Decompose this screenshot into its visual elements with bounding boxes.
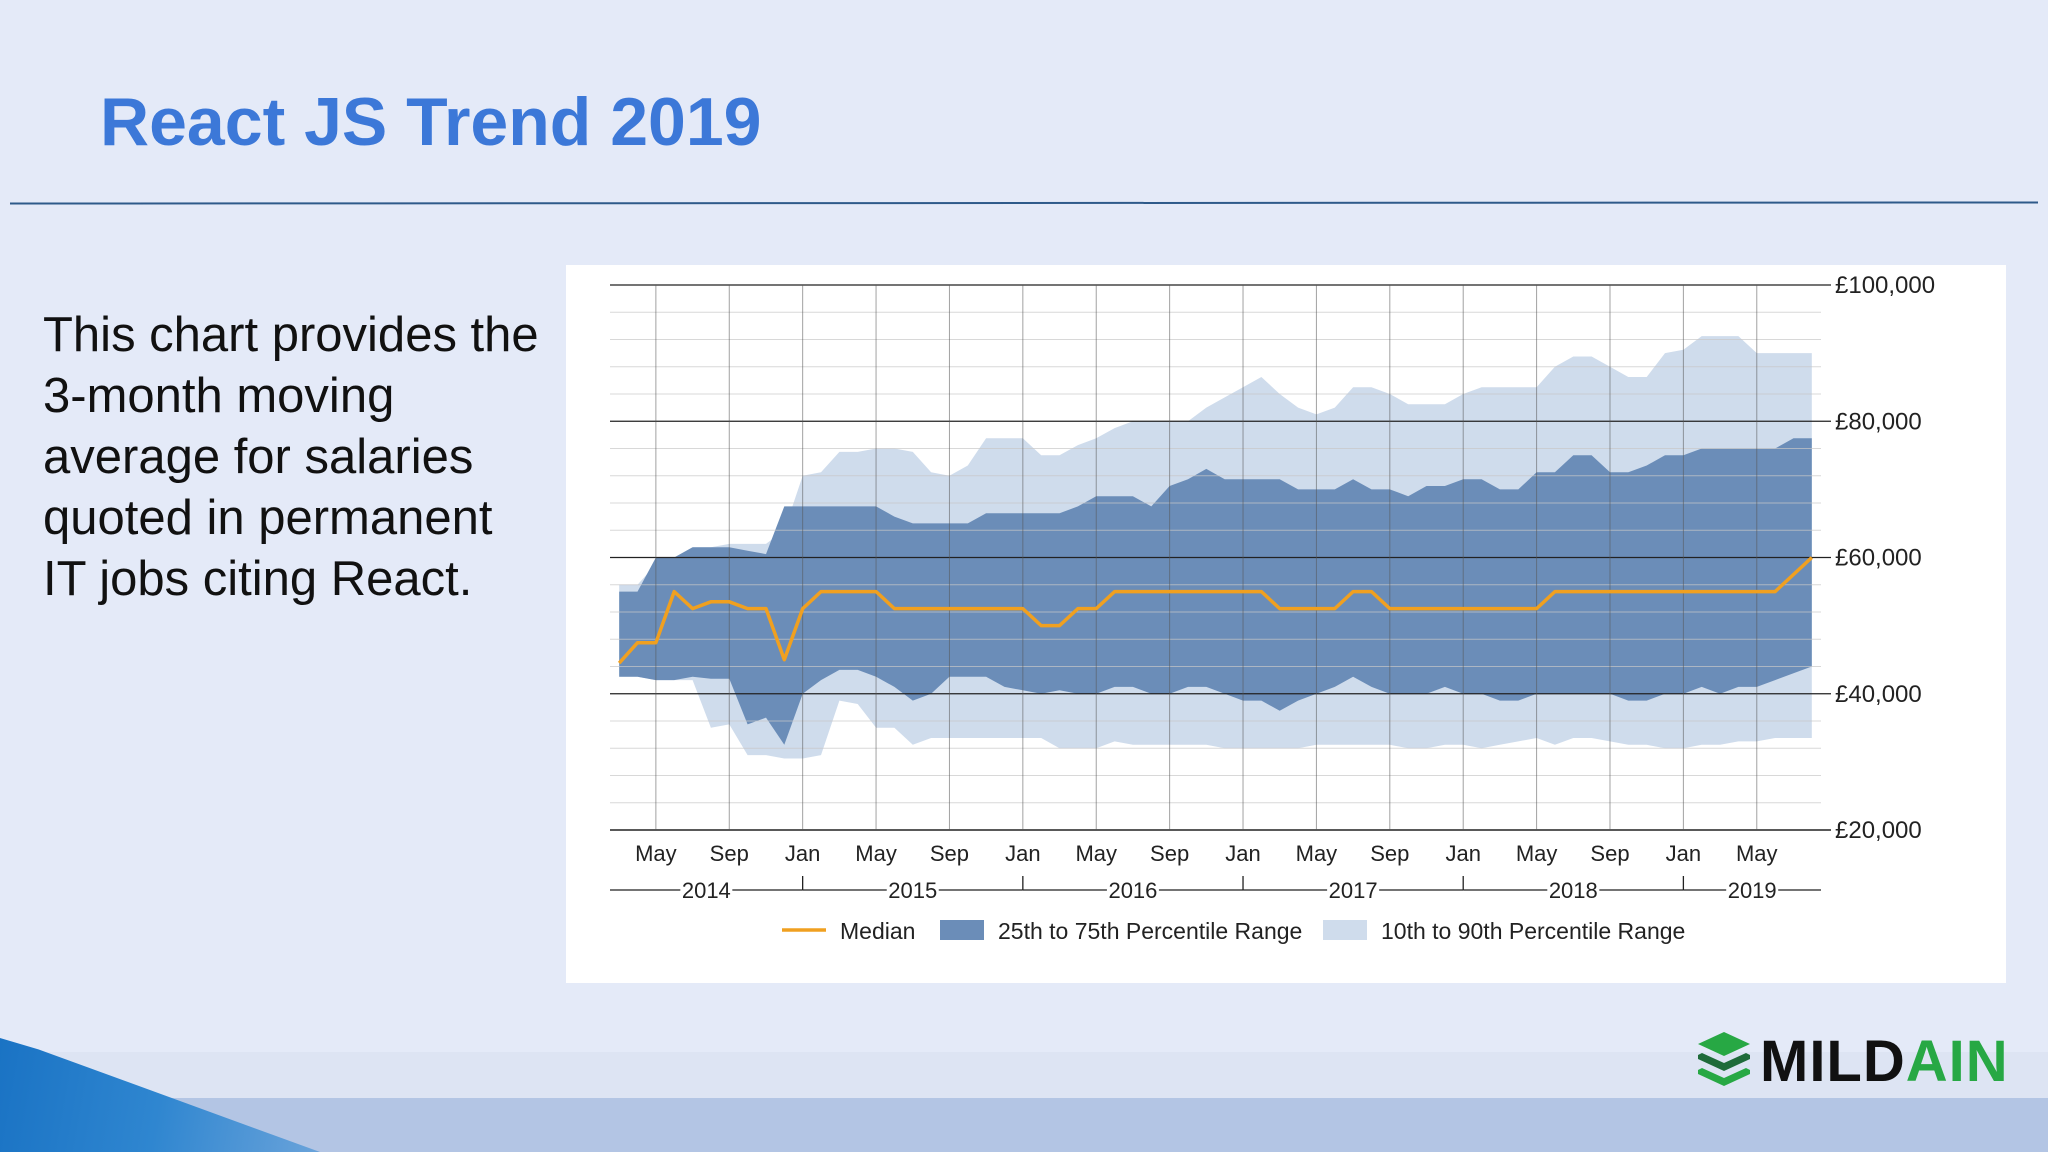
- footer-band: [0, 1098, 2048, 1152]
- grid-layer: [610, 284, 1831, 831]
- x-tick-label: Jan: [1666, 841, 1701, 866]
- x-tick-label: Sep: [930, 841, 969, 866]
- y-tick-label: £80,000: [1835, 408, 1922, 435]
- stacked-layers-icon: [1698, 1032, 1750, 1086]
- year-label: 2018: [1549, 878, 1598, 903]
- logo-text-green: AIN: [1905, 1029, 2009, 1094]
- x-tick-label: May: [1516, 841, 1558, 866]
- median-line: [617, 556, 1813, 665]
- x-tick-label: Sep: [1590, 841, 1629, 866]
- logo-text-dark: MILD: [1760, 1029, 1906, 1094]
- mildain-logo: MILDAIN: [1696, 1030, 2009, 1092]
- legend-label: Median: [840, 918, 915, 944]
- salary-trend-chart: £20,000 £40,000 £60,000 £80,000 £100,000 May S…: [610, 272, 1935, 944]
- legend-swatch-band: [940, 920, 984, 940]
- x-tick-label: Jan: [1225, 841, 1260, 866]
- x-tick-label: Jan: [785, 841, 820, 866]
- chart-description: This chart provides the 3-month moving a…: [43, 308, 539, 606]
- x-tick-label: Sep: [710, 841, 749, 866]
- logo-wordmark: MILDAIN: [1760, 1032, 2009, 1092]
- x-tick-label: Sep: [1150, 841, 1189, 866]
- x-tick-label: Jan: [1005, 841, 1040, 866]
- year-label: 2014: [682, 878, 731, 903]
- y-tick-label: £60,000: [1835, 545, 1922, 572]
- year-label: 2019: [1728, 878, 1777, 903]
- y-tick-label: £100,000: [1835, 272, 1935, 299]
- y-tick-label: £20,000: [1835, 817, 1922, 844]
- year-label: 2017: [1329, 878, 1378, 903]
- legend-label: 10th to 90th Percentile Range: [1381, 918, 1685, 944]
- legend-swatch-band: [1323, 920, 1367, 940]
- year-label: 2015: [888, 878, 937, 903]
- x-tick-label: May: [1075, 841, 1117, 866]
- title-divider: [9, 201, 2039, 205]
- legend-layer: Median 25th to 75th Percentile Range 10th …: [782, 918, 1685, 944]
- x-tick-label: Sep: [1370, 841, 1409, 866]
- bands-layer: [619, 336, 1812, 759]
- x-tick-label: May: [1296, 841, 1338, 866]
- year-label: 2016: [1108, 878, 1157, 903]
- x-tick-label: Jan: [1445, 841, 1480, 866]
- x-tick-label: May: [1736, 841, 1778, 866]
- legend-label: 25th to 75th Percentile Range: [998, 918, 1302, 944]
- salary-chart-panel: £20,000 £40,000 £60,000 £80,000 £100,000 May S…: [566, 265, 2006, 983]
- y-tick-label: £40,000: [1835, 681, 1922, 708]
- x-tick-label: May: [855, 841, 897, 866]
- slide-title: React JS Trend 2019: [100, 84, 762, 160]
- x-tick-label: May: [635, 841, 677, 866]
- axes-layer: £20,000 £40,000 £60,000 £80,000 £100,000 May S…: [610, 272, 1935, 903]
- median-layer: [617, 556, 1813, 665]
